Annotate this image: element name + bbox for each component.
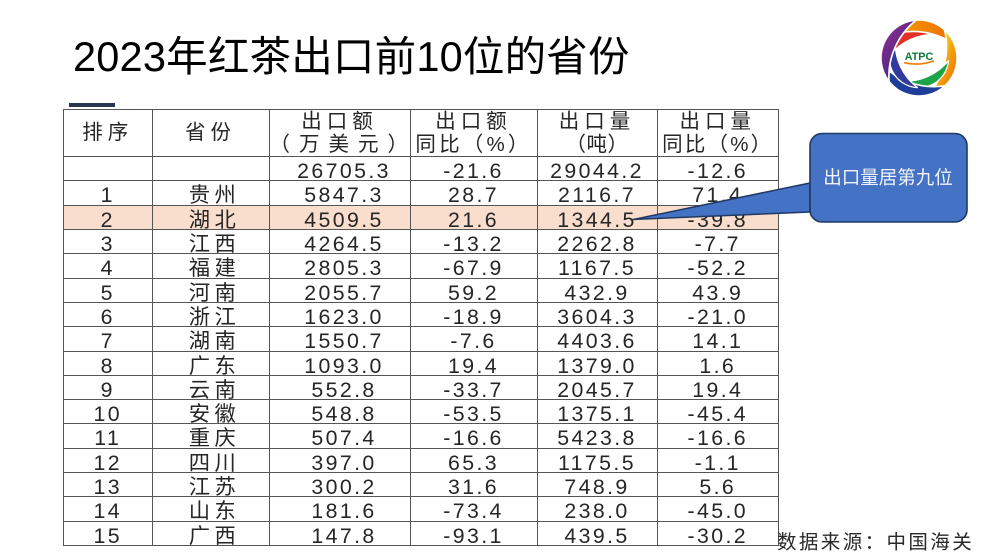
svg-text:ATPC: ATPC xyxy=(905,51,934,63)
svg-text:出口量居第九位: 出口量居第九位 xyxy=(823,167,953,188)
